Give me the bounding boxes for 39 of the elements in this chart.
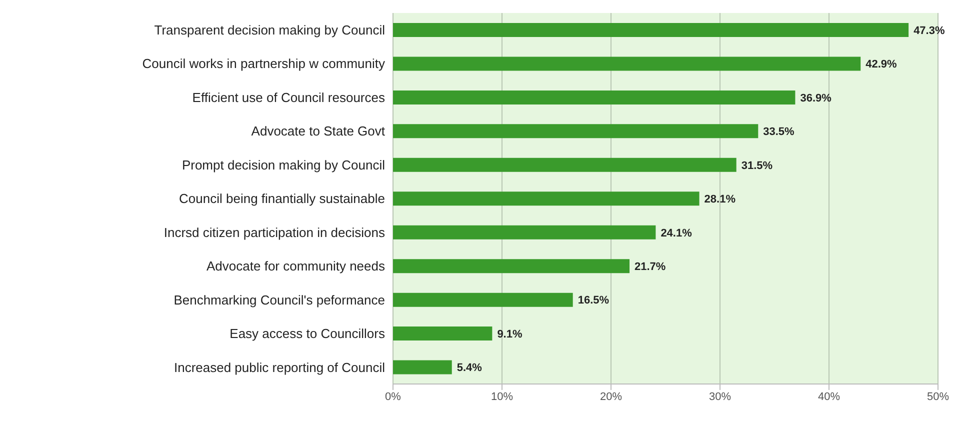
y-tick-label: Benchmarking Council's peformance [174,292,385,308]
data-label: 31.5% [741,160,773,172]
y-tick-label: Council works in partnership w community [142,56,386,72]
data-label: 24.1% [660,227,692,240]
data-label: 5.4% [456,362,482,374]
x-tick-label: 20% [600,390,622,403]
bar [393,192,700,206]
y-tick-label: Transparent decision making by Council [154,22,386,38]
bar [393,90,796,104]
data-label: 28.1% [704,194,736,206]
y-tick-label: Advocate for community needs [206,258,386,274]
x-tick-label: 10% [490,390,514,403]
y-tick-label: Easy access to Councillors [230,326,386,342]
x-tick-label: 40% [818,390,840,403]
bar [393,158,736,172]
bar [393,225,656,240]
y-tick-label: Increased public reporting of Council [174,360,386,375]
y-tick-label: Advocate to State Govt [251,124,386,139]
bar [393,23,909,37]
y-tick-label: Efficient use of Council resources [192,90,386,105]
data-label: 42.9% [866,58,898,71]
data-label: 9.1% [497,328,522,340]
bar [393,326,492,341]
y-tick-label: Prompt decision making by Council [182,157,386,172]
bar [393,259,630,274]
data-label: 21.7% [634,260,666,273]
bar [393,292,573,307]
data-label: 47.3% [914,24,945,37]
x-tick-label: 30% [708,390,732,403]
x-tick-label: 50% [926,390,950,403]
data-label: 33.5% [763,126,795,138]
x-tick-label: 0% [385,390,402,403]
data-label: 36.9% [800,92,832,104]
bar [393,56,861,71]
y-tick-label: Incrsd citizen participation in decisions [164,224,386,240]
bar [393,360,452,374]
y-tick-label: Council being finantially sustainable [179,191,385,206]
data-label: 16.5% [578,294,610,307]
bar [393,124,758,138]
